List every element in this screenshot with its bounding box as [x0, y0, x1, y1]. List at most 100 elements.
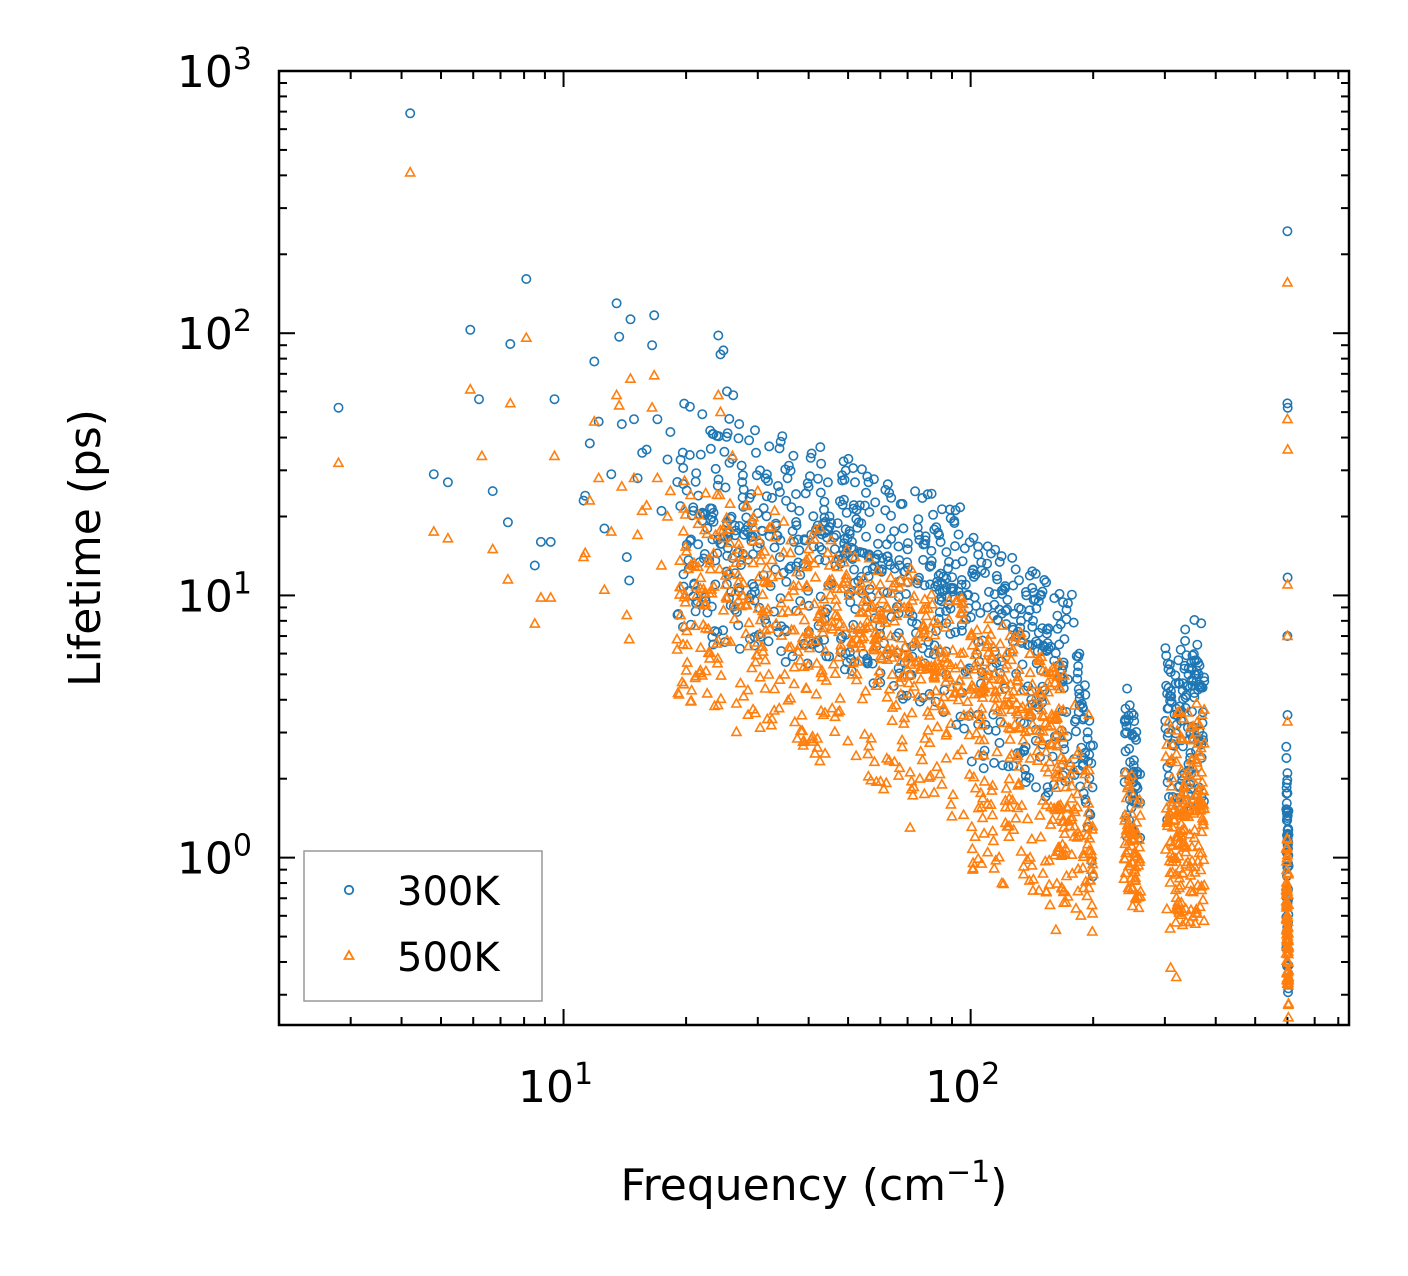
- point-300K: [819, 527, 830, 538]
- point-500K: [684, 695, 697, 706]
- point-300K: [992, 574, 1003, 585]
- point-500K: [1015, 799, 1028, 810]
- point-300K: [985, 548, 996, 559]
- point-500K: [969, 663, 982, 674]
- point-300K: [821, 651, 832, 662]
- point-500K: [719, 569, 732, 580]
- point-500K: [1126, 899, 1139, 911]
- point-500K: [648, 369, 661, 380]
- point-500K: [993, 651, 1006, 663]
- point-300K: [1166, 697, 1177, 708]
- point-300K: [924, 561, 935, 572]
- point-500K: [749, 655, 762, 667]
- point-300K: [897, 498, 908, 509]
- point-500K: [792, 645, 804, 657]
- point-300K: [1007, 552, 1018, 563]
- point-500K: [857, 595, 870, 607]
- point-500K: [1016, 632, 1029, 643]
- point-500K: [905, 774, 918, 786]
- point-500K: [1006, 793, 1019, 805]
- point-300K: [936, 504, 947, 515]
- point-300K: [1128, 710, 1139, 721]
- point-500K: [934, 659, 946, 671]
- point-500K: [754, 670, 766, 682]
- point-500K: [837, 577, 849, 589]
- point-500K: [1024, 851, 1037, 862]
- point-500K: [1033, 653, 1046, 665]
- point-500K: [982, 634, 995, 645]
- point-300K: [1074, 648, 1085, 659]
- point-500K: [1174, 731, 1187, 743]
- point-500K: [1131, 797, 1144, 809]
- point-500K: [898, 669, 910, 680]
- point-500K: [730, 697, 743, 708]
- point-500K: [694, 571, 707, 583]
- point-300K: [849, 564, 860, 575]
- point-500K: [1189, 778, 1202, 789]
- point-300K: [1282, 811, 1293, 822]
- point-300K: [1068, 617, 1079, 628]
- point-500K: [991, 703, 1004, 715]
- point-300K: [705, 443, 716, 454]
- point-300K: [1076, 698, 1087, 709]
- point-500K: [732, 568, 744, 580]
- point-300K: [1120, 728, 1131, 739]
- point-300K: [730, 525, 741, 536]
- point-300K: [976, 557, 987, 568]
- point-500K: [727, 549, 740, 561]
- point-500K: [1029, 698, 1042, 710]
- point-300K: [1180, 635, 1191, 646]
- point-500K: [989, 854, 1002, 865]
- point-500K: [1171, 706, 1184, 718]
- point-500K: [893, 581, 906, 593]
- point-500K: [1281, 910, 1294, 922]
- point-300K: [831, 530, 842, 541]
- point-500K: [1119, 852, 1131, 864]
- point-500K: [1083, 844, 1095, 856]
- point-500K: [824, 588, 837, 600]
- point-500K: [1051, 668, 1064, 680]
- point-500K: [882, 601, 894, 613]
- point-500K: [726, 449, 739, 461]
- point-300K: [1043, 623, 1054, 634]
- point-500K: [925, 588, 938, 599]
- point-500K: [856, 584, 869, 596]
- point-300K: [1017, 659, 1028, 670]
- point-500K: [978, 827, 991, 838]
- point-300K: [848, 503, 859, 514]
- point-500K: [1173, 704, 1186, 716]
- point-500K: [916, 753, 929, 765]
- point-500K: [768, 504, 781, 516]
- point-500K: [843, 589, 856, 601]
- point-500K: [1171, 724, 1184, 735]
- point-300K: [947, 586, 958, 597]
- point-500K: [1023, 705, 1036, 717]
- point-500K: [754, 721, 767, 733]
- point-300K: [819, 496, 830, 507]
- point-300K: [861, 565, 872, 576]
- point-300K: [876, 566, 887, 577]
- point-500K: [1186, 840, 1198, 852]
- point-500K: [1161, 819, 1174, 831]
- point-500K: [696, 669, 709, 680]
- point-500K: [724, 497, 736, 509]
- point-500K: [1134, 809, 1147, 820]
- point-500K: [798, 613, 811, 625]
- point-500K: [925, 621, 938, 633]
- point-500K: [1122, 859, 1135, 871]
- point-500K: [833, 704, 846, 716]
- point-500K: [640, 499, 653, 510]
- point-500K: [1166, 738, 1179, 749]
- point-500K: [773, 673, 786, 685]
- point-500K: [968, 687, 981, 699]
- point-500K: [823, 559, 836, 570]
- point-300K: [959, 723, 970, 734]
- point-500K: [797, 735, 809, 747]
- point-300K: [847, 552, 858, 563]
- point-500K: [1182, 706, 1194, 717]
- point-300K: [760, 473, 771, 484]
- point-300K: [942, 563, 953, 574]
- point-500K: [742, 639, 755, 651]
- point-500K: [1165, 795, 1178, 807]
- point-500K: [1189, 866, 1201, 877]
